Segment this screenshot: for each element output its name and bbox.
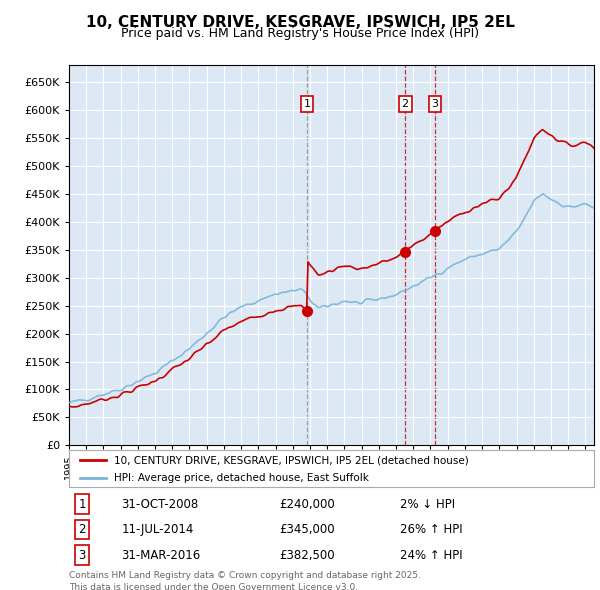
Text: 1: 1: [304, 99, 311, 109]
Text: 10, CENTURY DRIVE, KESGRAVE, IPSWICH, IP5 2EL (detached house): 10, CENTURY DRIVE, KESGRAVE, IPSWICH, IP…: [113, 455, 469, 466]
Text: 24% ↑ HPI: 24% ↑ HPI: [400, 549, 463, 562]
Text: 3: 3: [79, 549, 86, 562]
Text: £382,500: £382,500: [279, 549, 335, 562]
Text: 31-MAR-2016: 31-MAR-2016: [121, 549, 201, 562]
Text: HPI: Average price, detached house, East Suffolk: HPI: Average price, detached house, East…: [113, 473, 368, 483]
Text: 11-JUL-2014: 11-JUL-2014: [121, 523, 194, 536]
Text: 10, CENTURY DRIVE, KESGRAVE, IPSWICH, IP5 2EL: 10, CENTURY DRIVE, KESGRAVE, IPSWICH, IP…: [86, 15, 514, 30]
Text: £240,000: £240,000: [279, 497, 335, 510]
Text: 3: 3: [431, 99, 438, 109]
Text: Price paid vs. HM Land Registry's House Price Index (HPI): Price paid vs. HM Land Registry's House …: [121, 27, 479, 40]
Text: £345,000: £345,000: [279, 523, 335, 536]
Text: 1: 1: [79, 497, 86, 510]
Text: 2: 2: [79, 523, 86, 536]
Text: 31-OCT-2008: 31-OCT-2008: [121, 497, 199, 510]
Text: 2% ↓ HPI: 2% ↓ HPI: [400, 497, 455, 510]
Text: 2: 2: [401, 99, 409, 109]
Text: 26% ↑ HPI: 26% ↑ HPI: [400, 523, 463, 536]
Text: Contains HM Land Registry data © Crown copyright and database right 2025.
This d: Contains HM Land Registry data © Crown c…: [69, 571, 421, 590]
